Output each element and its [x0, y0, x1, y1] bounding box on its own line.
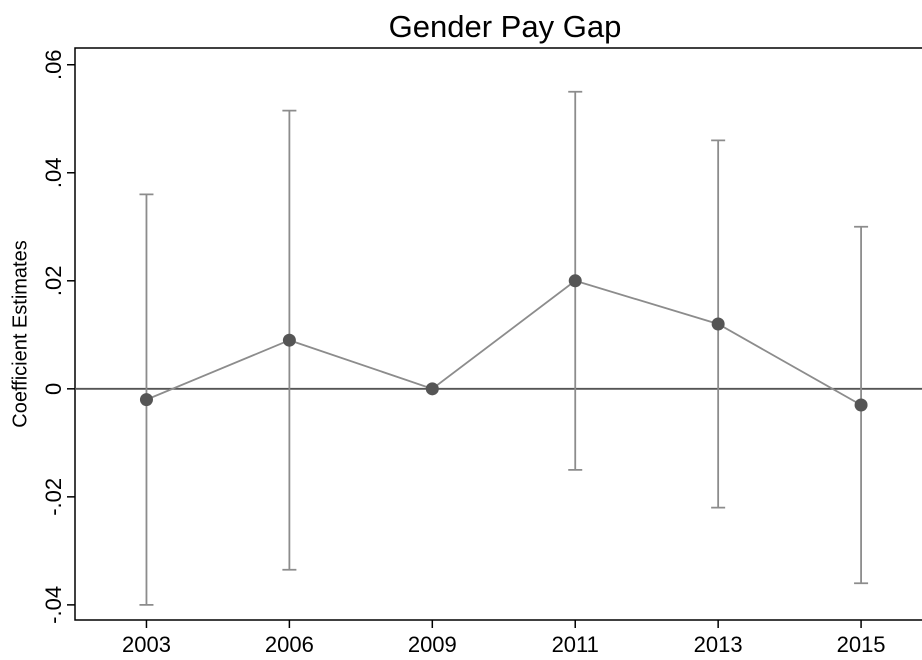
- y-tick-label: 0: [41, 383, 66, 395]
- x-tick-label: 2006: [265, 632, 314, 657]
- y-tick-label: .06: [41, 49, 66, 80]
- connecting-line: [146, 279, 862, 406]
- x-tick-label: 2013: [694, 632, 743, 657]
- point: [711, 317, 725, 331]
- point: [139, 393, 153, 407]
- y-tick-label: .04: [41, 157, 66, 188]
- x-tick-label: 2003: [122, 632, 171, 657]
- chart-title: Gender Pay Gap: [389, 9, 622, 44]
- point: [854, 398, 868, 412]
- y-tick-label: -.04: [41, 586, 66, 624]
- x-tick-label: 2009: [408, 632, 457, 657]
- y-tick-label: .02: [41, 266, 66, 297]
- point: [568, 274, 582, 288]
- y-axis-label: Coefficient Estimates: [9, 240, 31, 428]
- x-tick-label: 2011: [552, 632, 599, 657]
- point: [282, 333, 296, 347]
- plot-frame: [74, 47, 922, 621]
- x-tick-label: 2015: [837, 632, 886, 657]
- y-tick-label: -.02: [41, 478, 66, 516]
- point: [425, 382, 439, 396]
